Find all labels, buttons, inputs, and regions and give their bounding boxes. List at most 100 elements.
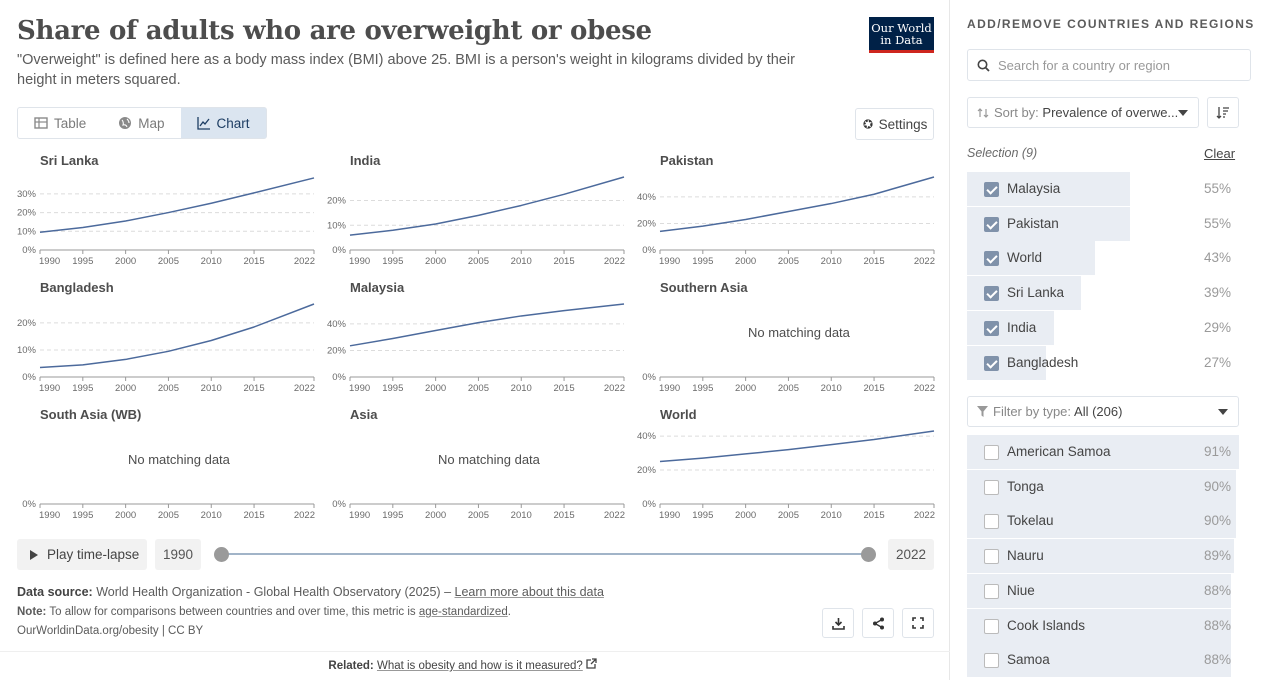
y-tick-label: 40% (637, 431, 657, 442)
chevron-down-icon (1178, 110, 1188, 116)
entity-row-american-samoa[interactable]: American Samoa 91% (967, 435, 1239, 469)
entity-checkbox[interactable] (984, 286, 999, 302)
entity-row-pakistan[interactable]: Pakistan 55% (967, 206, 1239, 241)
y-tick-label: 20% (637, 465, 657, 476)
y-tick-label: 0% (642, 245, 656, 256)
value-bar (967, 573, 1231, 608)
settings-button[interactable]: Settings (855, 108, 934, 140)
expand-icon (912, 617, 924, 629)
download-icon (831, 617, 845, 630)
entity-row-bangladesh[interactable]: Bangladesh 27% (967, 345, 1239, 380)
note-end: . (507, 606, 511, 618)
entity-checkbox[interactable] (984, 549, 999, 565)
entity-value: 90% (1203, 478, 1231, 494)
sort-arrows-icon (977, 107, 989, 118)
source-label: Data source: (17, 585, 93, 599)
share-button[interactable] (862, 608, 894, 638)
value-bar (967, 539, 1234, 574)
entity-checkbox[interactable] (984, 355, 999, 371)
entity-checkbox[interactable] (984, 216, 999, 232)
line-chart-icon (196, 117, 210, 130)
x-tick-label: 2000 (735, 256, 756, 267)
x-tick-label: 2005 (468, 256, 489, 267)
entity-checkbox[interactable] (984, 445, 999, 460)
entity-row-malaysia[interactable]: Malaysia 55% (967, 172, 1239, 206)
download-button[interactable] (822, 608, 854, 638)
entity-checkbox[interactable] (984, 618, 999, 634)
entity-row-sri-lanka[interactable]: Sri Lanka 39% (967, 276, 1239, 311)
start-year-label[interactable]: 1990 (155, 539, 201, 570)
value-bar (967, 608, 1231, 643)
entity-checkbox[interactable] (984, 583, 999, 599)
related-link[interactable]: What is obesity and how is it measured? (376, 660, 583, 672)
y-tick-label: 20% (17, 208, 37, 219)
panel-title: Bangladesh (40, 280, 114, 295)
y-tick-label: 20% (17, 318, 37, 329)
x-tick-label: 2000 (735, 383, 756, 394)
entity-row-nauru[interactable]: Nauru 89% (967, 539, 1239, 574)
entity-checkbox[interactable] (984, 320, 999, 336)
timeline-end-handle[interactable] (861, 547, 876, 562)
x-tick-label: 2010 (821, 256, 842, 267)
x-tick-label: 1995 (382, 510, 403, 521)
timeline-track[interactable] (221, 553, 868, 555)
no-data-message: No matching data (128, 452, 230, 467)
panel-plot: 0%1990 1995 2000 2005 2010 2015 2022 (332, 499, 625, 521)
entity-row-samoa[interactable]: Samoa 88% (967, 643, 1239, 678)
entity-row-tonga[interactable]: Tonga 90% (967, 469, 1239, 504)
gear-icon (863, 119, 873, 129)
series-line (349, 303, 625, 347)
filter-label: Filter by type: (993, 404, 1072, 419)
entity-row-india[interactable]: India 29% (967, 310, 1239, 345)
panel-asia: Asia 0% 1990 1995 2000 2005 2010 2015 2022 No mat… (327, 407, 625, 521)
x-tick-label: 1995 (72, 383, 93, 394)
learn-more-link[interactable]: Learn more about this data (454, 585, 604, 599)
panel-title: Sri Lanka (40, 153, 99, 168)
entity-checkbox[interactable] (984, 479, 999, 495)
y-tick-label: 0% (22, 499, 36, 510)
timeline-start-handle[interactable] (214, 547, 229, 562)
x-tick-label: 2000 (115, 256, 136, 267)
entity-name: India (1007, 319, 1037, 335)
x-tick-label: 2015 (863, 383, 884, 394)
entity-search[interactable] (967, 49, 1251, 81)
age-standardized-link[interactable]: age-standardized (418, 606, 508, 618)
panel-plot: 0% 20% 40% 1990 1995 2000 2005 2010 2015 2022 (637, 430, 935, 521)
fullscreen-button[interactable] (902, 608, 934, 638)
x-tick-label: 1990 (39, 256, 60, 267)
entity-checkbox[interactable] (984, 653, 999, 669)
y-tick-label: 0% (642, 372, 656, 383)
panel-plot: 0% 20% 40% 1990 1995 2000 2005 2010 2015 2022 (637, 176, 935, 267)
entity-checkbox[interactable] (984, 251, 999, 267)
y-tick-label: 10% (17, 345, 37, 356)
note-label: Note: (17, 606, 47, 618)
sort-order-button[interactable] (1207, 97, 1239, 128)
entity-row-niue[interactable]: Niue 88% (967, 573, 1239, 608)
globe-icon (119, 117, 132, 129)
search-icon (977, 59, 990, 72)
owid-logo[interactable]: Our World in Data (869, 17, 934, 53)
x-tick-label: 2022 (294, 256, 315, 267)
tab-chart[interactable]: Chart (180, 108, 266, 138)
search-input[interactable] (998, 57, 1238, 73)
credit-line[interactable]: OurWorldinData.org/obesity | CC BY (17, 625, 204, 637)
entity-row-cook-islands[interactable]: Cook Islands 88% (967, 608, 1239, 643)
end-year-label[interactable]: 2022 (888, 539, 934, 570)
tab-map[interactable]: Map (102, 108, 180, 138)
clear-selection-button[interactable]: Clear (1204, 146, 1236, 161)
play-timelapse-button[interactable]: Play time-lapse (17, 539, 147, 570)
chart-subtitle: "Overweight" is defined here as a body m… (17, 52, 795, 88)
panel-sri-lanka: Sri Lanka 0% 10% 20% 30% 1990 1995 2000 2005 2010… (17, 153, 315, 267)
panel-title: World (660, 407, 697, 422)
filter-dropdown[interactable]: Filter by type: All (206) (967, 396, 1239, 427)
entity-checkbox[interactable] (984, 182, 999, 197)
entity-checkbox[interactable] (984, 514, 999, 530)
tab-table[interactable]: Table (18, 108, 102, 138)
y-tick-label: 10% (17, 226, 37, 237)
panel-plot: 0% 10% 20% 1990 1995 2000 2005 2010 2015 2022 (17, 303, 315, 394)
sort-dropdown[interactable]: Sort by: Prevalence of overwe... (967, 97, 1199, 128)
footer-divider (0, 651, 950, 652)
entity-row-world[interactable]: World 43% (967, 241, 1239, 276)
series-line (39, 303, 315, 369)
entity-row-tokelau[interactable]: Tokelau 90% (967, 504, 1239, 539)
